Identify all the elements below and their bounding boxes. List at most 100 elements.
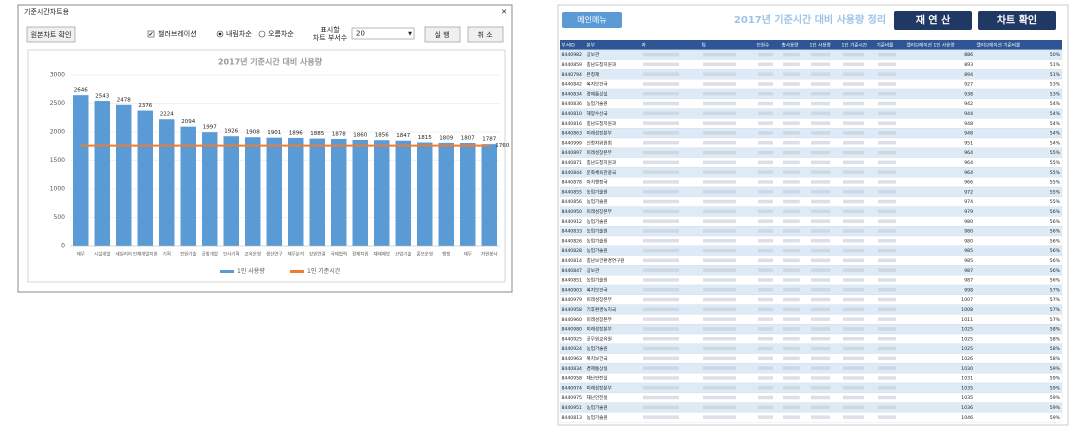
blurred-cell — [811, 209, 831, 214]
cell-id: 8440814 — [562, 258, 583, 264]
source-button[interactable] — [26, 26, 76, 43]
cell-id: 8440844 — [562, 170, 583, 176]
x-tick-label: 재무 — [464, 251, 472, 258]
blurred-cell — [643, 248, 679, 253]
bar — [116, 104, 132, 246]
blurred-cell — [783, 229, 800, 233]
blurred-cell — [783, 415, 800, 419]
blurred-cell — [878, 278, 896, 282]
close[interactable]: ✕ — [501, 8, 507, 16]
cell-id: 8440833 — [562, 229, 583, 235]
cell-hq: 본청제 — [587, 71, 600, 78]
blurred-cell — [758, 395, 773, 400]
cell-cal: 1011 — [961, 317, 973, 323]
blurred-cell — [703, 160, 736, 165]
blurred-cell — [703, 92, 736, 96]
cell-hq: 농업기술원 — [587, 414, 608, 421]
cell-hq: 미래성장본부 — [587, 208, 612, 215]
blurred-cell — [758, 248, 773, 253]
cell-hq: 미래성장본부 — [587, 316, 612, 323]
checkbox[interactable] — [147, 30, 155, 38]
cell-pct: 59% — [1050, 385, 1061, 391]
blurred-cell — [843, 62, 864, 67]
blurred-cell — [811, 307, 831, 312]
cell-pct: 54% — [1050, 140, 1061, 146]
blurred-cell — [783, 317, 800, 321]
count-select[interactable] — [351, 27, 415, 40]
blurred-cell — [643, 337, 679, 341]
cell-pct: 59% — [1050, 415, 1061, 421]
blurred-cell — [703, 356, 736, 361]
cell-pct: 54% — [1050, 101, 1061, 107]
blurred-cell — [758, 72, 773, 76]
cell-hq: 복지보건국 — [587, 355, 608, 362]
blurred-cell — [643, 92, 679, 96]
blurred-cell — [783, 297, 800, 302]
blurred-cell — [811, 131, 831, 135]
blurred-cell — [758, 297, 773, 302]
cell-hq: 충남보건환경연구원 — [587, 257, 625, 264]
blurred-cell — [703, 111, 736, 116]
blurred-cell — [703, 386, 736, 390]
cell-id: 8440836 — [562, 101, 583, 107]
cell-hq: 복지보건국 — [587, 286, 608, 293]
recalc-button[interactable] — [894, 11, 972, 30]
cell-cal: 979 — [964, 209, 973, 215]
blurred-cell — [878, 317, 896, 321]
blurred-cell — [758, 288, 773, 292]
blurred-cell — [783, 278, 800, 282]
blurred-cell — [878, 405, 896, 410]
cell-id: 8440958 — [562, 307, 583, 313]
cell-pct: 55% — [1050, 160, 1061, 166]
blurred-cell — [783, 395, 800, 400]
blurred-cell — [643, 278, 679, 282]
blurred-cell — [703, 278, 736, 282]
blurred-cell — [643, 199, 679, 204]
blurred-cell — [643, 52, 679, 57]
blurred-cell — [758, 268, 773, 272]
radio-asc-label: 오름차순 — [268, 29, 294, 38]
blurred-cell — [878, 101, 896, 106]
blurred-cell — [758, 160, 773, 165]
blurred-cell — [783, 258, 800, 263]
menu-button[interactable] — [562, 12, 622, 28]
blurred-cell — [878, 72, 896, 76]
cell-hq: 농업기술원 — [587, 188, 608, 195]
blurred-cell — [811, 239, 831, 243]
cell-pct: 56% — [1050, 229, 1061, 235]
blurred-cell — [843, 307, 864, 312]
cell-pct: 59% — [1050, 376, 1061, 382]
blurred-cell — [843, 150, 864, 155]
blurred-cell — [843, 111, 864, 116]
column-header: 팀 — [702, 41, 706, 48]
blurred-cell — [811, 356, 831, 361]
chart-button[interactable] — [978, 11, 1056, 30]
cell-cal: 980 — [964, 219, 973, 225]
blurred-cell — [811, 219, 831, 223]
run-button[interactable] — [424, 26, 461, 43]
cell-hq: 농업기술원 — [587, 404, 608, 411]
cell-id: 8440951 — [562, 405, 583, 411]
x-tick-label: 인사기획 — [223, 251, 240, 258]
blurred-cell — [783, 62, 800, 67]
blurred-cell — [783, 209, 800, 214]
bar-label: 2224 — [160, 112, 174, 118]
blurred-cell — [643, 307, 679, 312]
blurred-cell — [783, 239, 800, 243]
blurred-cell — [783, 170, 800, 174]
radio-asc[interactable] — [258, 30, 266, 38]
cell-cal: 893 — [964, 62, 973, 68]
x-tick-label: 세일리아 — [115, 251, 132, 258]
cell-pct: 54% — [1050, 131, 1061, 137]
blurred-cell — [843, 180, 864, 184]
blurred-cell — [643, 209, 679, 214]
blurred-cell — [878, 248, 896, 253]
count-label: 표시할 — [320, 25, 340, 34]
cancel-button[interactable] — [467, 26, 504, 43]
sheet-title: 2017년 기준시간 대비 사용량 정리 — [734, 13, 886, 26]
column-header: 본부 — [587, 42, 595, 48]
blurred-cell — [843, 229, 864, 233]
cell-hq: 미래성장본부 — [587, 149, 612, 156]
blurred-cell — [843, 121, 864, 125]
cell-id: 8440982 — [562, 52, 583, 58]
